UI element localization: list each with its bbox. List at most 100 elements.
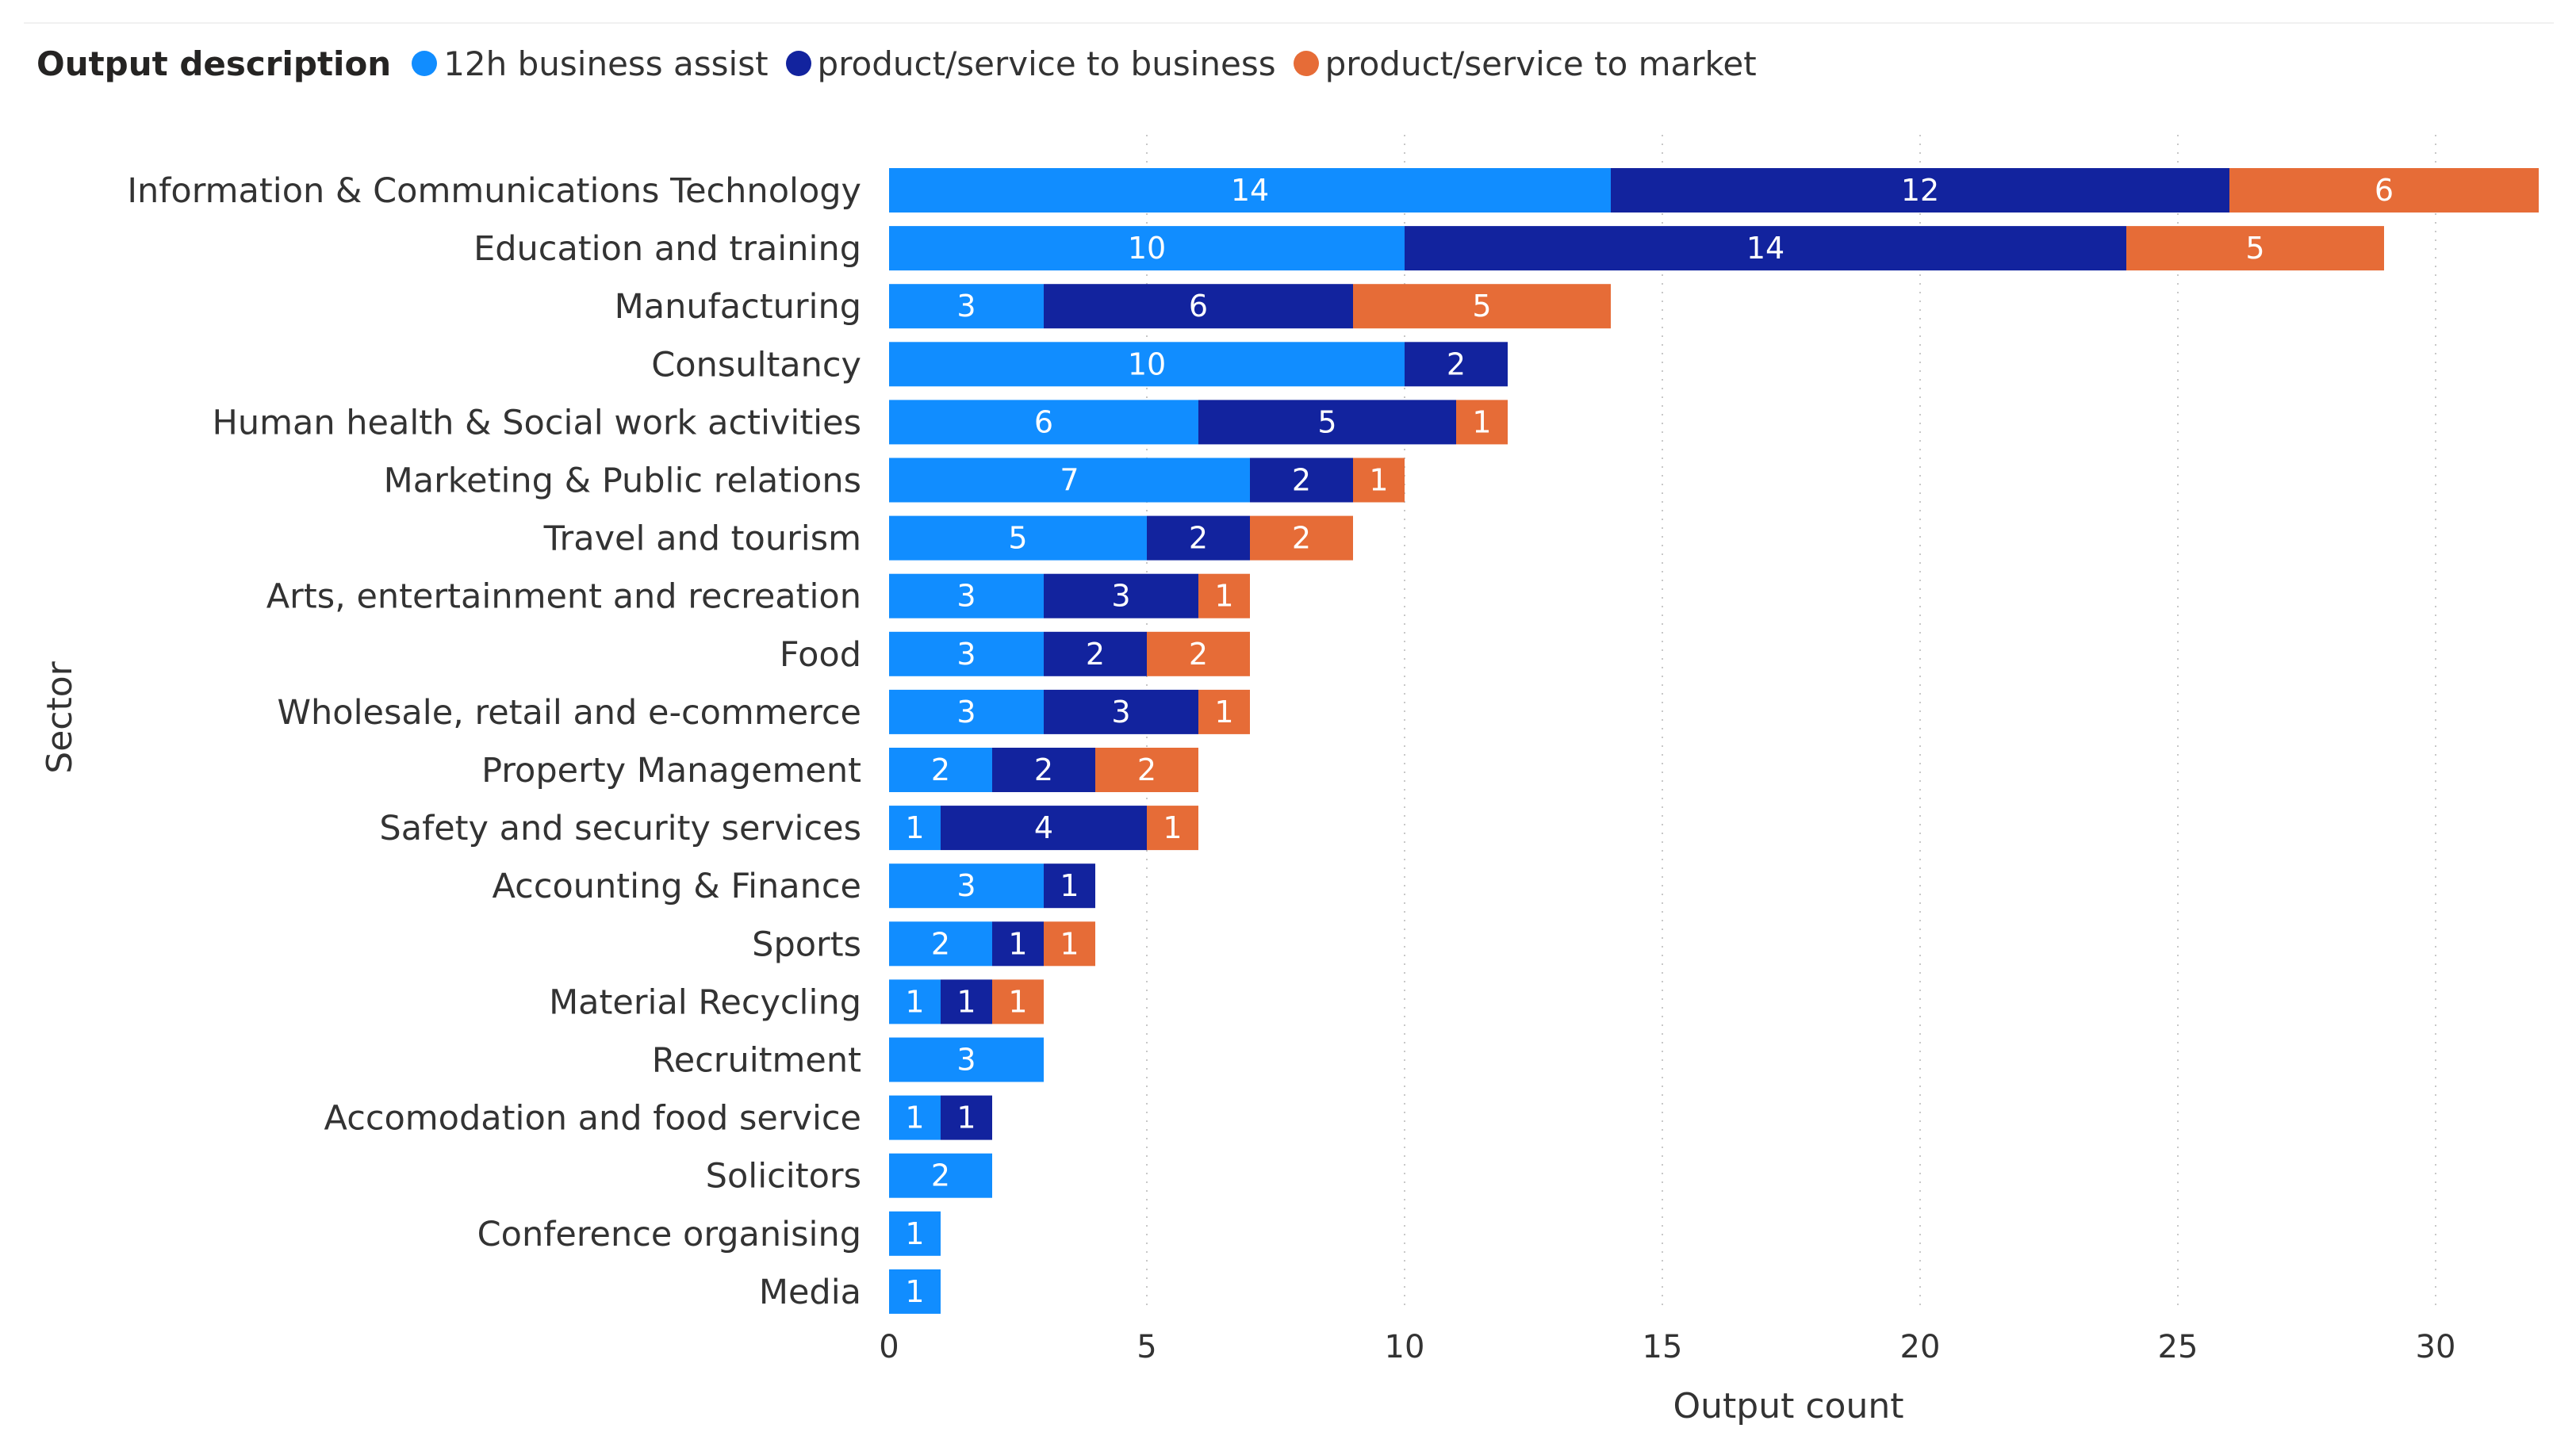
- bar-12h-business-assist-media: [889, 1269, 941, 1314]
- bar-product-service-to-market-travel-and-tourism: [1250, 515, 1353, 561]
- bar-12h-business-assist-recruitment: [889, 1037, 1044, 1082]
- x-tick-label-30: 30: [2416, 1329, 2456, 1365]
- bar-12h-business-assist-sports: [889, 921, 992, 967]
- bar-product-service-to-business-information-communications-technology: [1611, 168, 2229, 213]
- data-label-product-service-to-market-education-and-training: 5: [2245, 231, 2264, 266]
- category-label-marketing-public-relations: Marketing & Public relations: [384, 461, 861, 501]
- bar-12h-business-assist-safety-and-security-services: [889, 806, 941, 851]
- category-label-sports: Sports: [752, 925, 861, 964]
- data-label-product-service-to-business-sports: 1: [1008, 926, 1027, 961]
- bar-product-service-to-business-arts-entertainment-and-recreation: [1044, 573, 1198, 618]
- bar-product-service-to-market-material-recycling: [992, 979, 1044, 1024]
- legend-label-product-service-to-market: product/service to market: [1324, 44, 1757, 83]
- category-label-accounting-finance: Accounting & Finance: [493, 867, 861, 906]
- bar-product-service-to-business-food: [1044, 631, 1147, 676]
- data-label-12h-business-assist-education-and-training: 10: [1128, 231, 1166, 266]
- category-label-information-communications-technology: Information & Communications Technology: [127, 171, 861, 211]
- data-label-product-service-to-business-wholesale-retail-and-e-commerce: 3: [1111, 695, 1130, 729]
- bar-product-service-to-market-information-communications-technology: [2229, 168, 2539, 213]
- category-label-solicitors: Solicitors: [706, 1157, 861, 1197]
- legend-item-12h-business-assist[interactable]: 12h business assist: [412, 44, 769, 83]
- data-label-product-service-to-market-travel-and-tourism: 2: [1292, 521, 1311, 556]
- data-label-product-service-to-business-consultancy: 2: [1447, 347, 1466, 381]
- bar-12h-business-assist-food: [889, 631, 1044, 676]
- data-label-product-service-to-market-wholesale-retail-and-e-commerce: 1: [1214, 695, 1233, 729]
- legend: Output description 12h business assist p…: [36, 38, 1774, 89]
- data-label-product-service-to-business-manufacturing: 6: [1189, 289, 1208, 324]
- legend-swatch-product-service-to-business: [785, 51, 811, 76]
- bar-product-service-to-market-sports: [1044, 921, 1095, 967]
- data-label-12h-business-assist-marketing-public-relations: 7: [1060, 463, 1079, 498]
- data-label-12h-business-assist-accomodation-and-food-service: 1: [905, 1101, 924, 1135]
- bar-product-service-to-business-safety-and-security-services: [941, 806, 1147, 851]
- bar-12h-business-assist-arts-entertainment-and-recreation: [889, 573, 1044, 618]
- x-tick-label-0: 0: [879, 1329, 899, 1365]
- category-label-media: Media: [759, 1273, 861, 1312]
- bar-product-service-to-business-sports: [992, 921, 1044, 967]
- data-label-12h-business-assist-arts-entertainment-and-recreation: 3: [956, 579, 976, 614]
- data-label-product-service-to-market-marketing-public-relations: 1: [1369, 463, 1388, 498]
- legend-item-product-service-to-market[interactable]: product/service to market: [1293, 44, 1757, 83]
- data-label-product-service-to-business-property-management: 2: [1034, 752, 1053, 787]
- bar-12h-business-assist-information-communications-technology: [889, 168, 1611, 213]
- data-label-12h-business-assist-solicitors: 2: [931, 1158, 950, 1193]
- x-tick-label-5: 5: [1137, 1329, 1156, 1365]
- bar-12h-business-assist-education-and-training: [889, 226, 1405, 271]
- category-label-accomodation-and-food-service: Accomodation and food service: [324, 1099, 861, 1139]
- bar-product-service-to-business-accomodation-and-food-service: [941, 1095, 992, 1140]
- data-label-product-service-to-business-accounting-finance: 1: [1060, 868, 1079, 903]
- bar-12h-business-assist-accounting-finance: [889, 863, 1044, 909]
- data-label-12h-business-assist-manufacturing: 3: [956, 289, 976, 324]
- data-label-12h-business-assist-safety-and-security-services: 1: [905, 810, 924, 845]
- category-label-education-and-training: Education and training: [473, 229, 861, 269]
- category-axis: Information & Communications Technology E…: [127, 171, 861, 1312]
- category-label-consultancy: Consultancy: [651, 345, 861, 385]
- data-label-12h-business-assist-food: 3: [956, 637, 976, 672]
- bar-12h-business-assist-property-management: [889, 748, 992, 792]
- y-axis-title: Sector: [40, 660, 80, 773]
- x-tick-label-10: 10: [1385, 1329, 1425, 1365]
- legend-label-product-service-to-business: product/service to business: [817, 44, 1276, 83]
- data-label-product-service-to-business-material-recycling: 1: [956, 984, 976, 1019]
- category-label-food: Food: [780, 635, 861, 675]
- data-label-product-service-to-market-property-management: 2: [1137, 752, 1156, 787]
- category-label-travel-and-tourism: Travel and tourism: [543, 519, 861, 559]
- bar-12h-business-assist-marketing-public-relations: [889, 458, 1250, 503]
- data-label-product-service-to-business-arts-entertainment-and-recreation: 3: [1111, 579, 1130, 614]
- data-label-product-service-to-business-safety-and-security-services: 4: [1034, 810, 1053, 845]
- legend-item-product-service-to-business[interactable]: product/service to business: [785, 44, 1276, 83]
- data-label-12h-business-assist-consultancy: 10: [1128, 347, 1166, 381]
- bar-product-service-to-business-material-recycling: [941, 979, 992, 1024]
- category-label-recruitment: Recruitment: [652, 1041, 861, 1081]
- bar-product-service-to-business-travel-and-tourism: [1147, 515, 1250, 561]
- bar-product-service-to-market-food: [1147, 631, 1250, 676]
- data-label-12h-business-assist-human-health-social-work-activities: 6: [1034, 404, 1053, 439]
- bar-12h-business-assist-material-recycling: [889, 979, 941, 1024]
- bar-12h-business-assist-consultancy: [889, 342, 1405, 387]
- bar-product-service-to-business-marketing-public-relations: [1250, 458, 1353, 503]
- data-label-12h-business-assist-recruitment: 3: [956, 1043, 976, 1078]
- bar-12h-business-assist-conference-organising: [889, 1211, 941, 1256]
- bar-product-service-to-business-education-and-training: [1405, 226, 2126, 271]
- data-label-12h-business-assist-material-recycling: 1: [905, 984, 924, 1019]
- data-label-12h-business-assist-property-management: 2: [931, 752, 950, 787]
- bar-product-service-to-business-consultancy: [1405, 342, 1508, 387]
- x-tick-label-25: 25: [2158, 1329, 2198, 1365]
- data-label-product-service-to-market-arts-entertainment-and-recreation: 1: [1214, 579, 1233, 614]
- bar-product-service-to-business-accounting-finance: [1044, 863, 1095, 909]
- category-label-material-recycling: Material Recycling: [549, 982, 861, 1022]
- category-label-safety-and-security-services: Safety and security services: [379, 809, 861, 848]
- bar-product-service-to-market-marketing-public-relations: [1353, 458, 1405, 503]
- bars: 14 12 610 14 53 6 510 26 5 17 2 15 2 23 3 13 2 23 3 12 2 21 4 1…: [889, 168, 2539, 1314]
- category-label-property-management: Property Management: [481, 751, 861, 791]
- data-label-product-service-to-market-material-recycling: 1: [1008, 984, 1027, 1019]
- bar-product-service-to-market-wholesale-retail-and-e-commerce: [1198, 689, 1250, 734]
- bar-product-service-to-market-human-health-social-work-activities: [1456, 400, 1508, 445]
- data-label-product-service-to-market-food: 2: [1189, 637, 1208, 672]
- data-label-product-service-to-business-information-communications-technology: 12: [1901, 173, 1939, 208]
- top-divider: [24, 22, 2554, 24]
- data-label-12h-business-assist-sports: 2: [931, 926, 950, 961]
- category-label-conference-organising: Conference organising: [477, 1215, 861, 1254]
